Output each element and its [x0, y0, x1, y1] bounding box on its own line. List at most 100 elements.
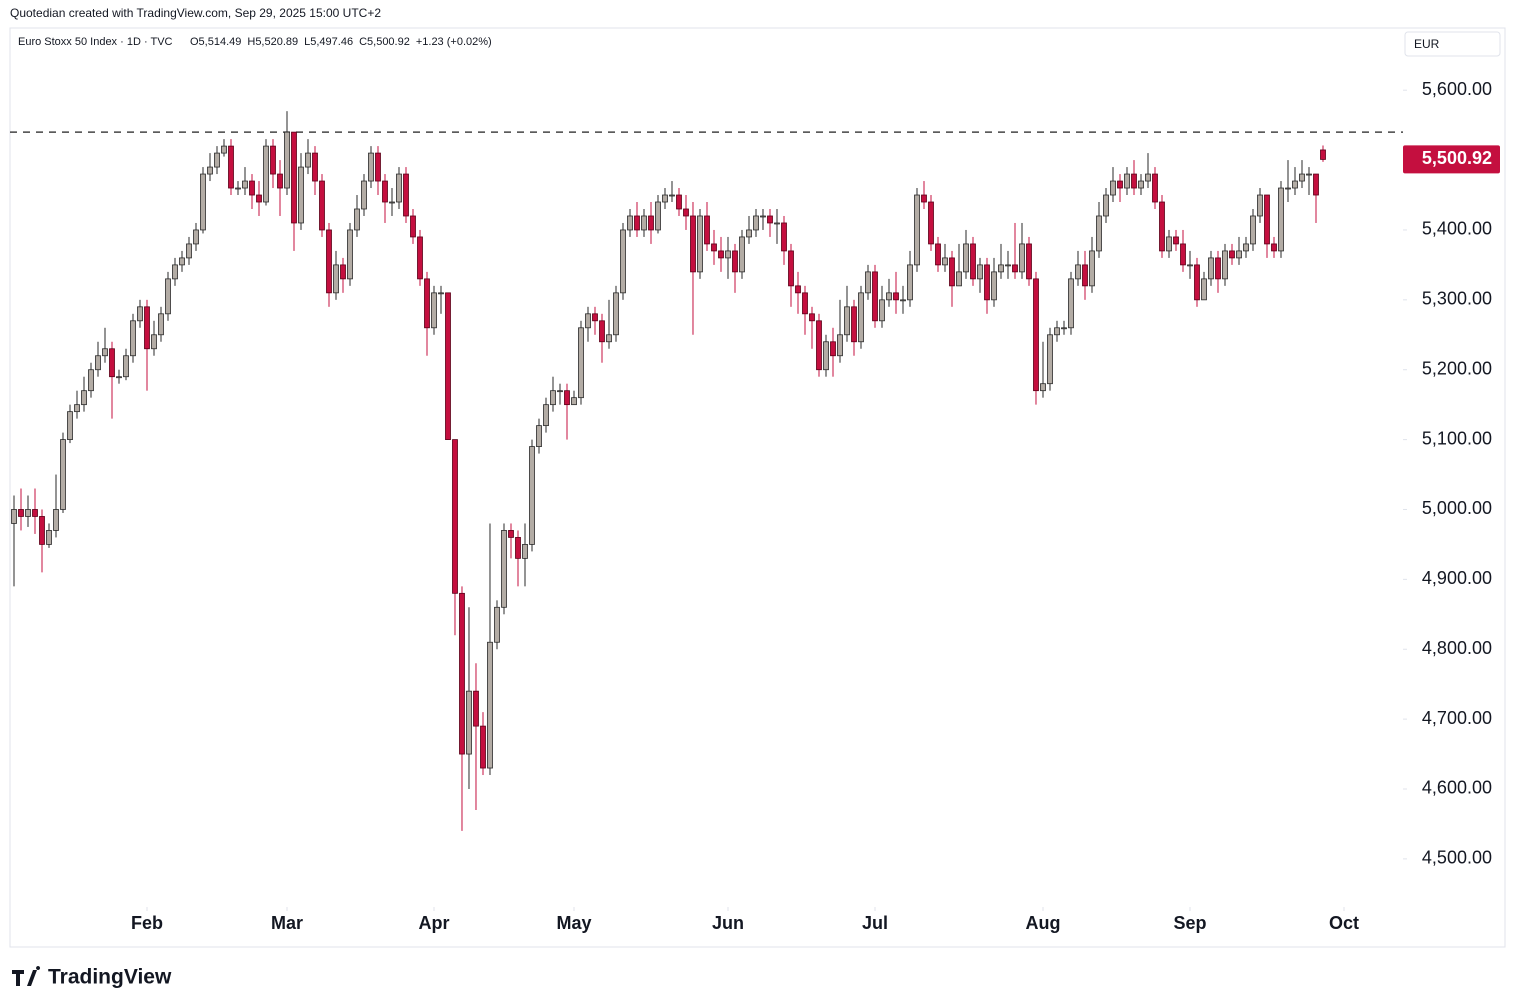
candle-body	[669, 194, 675, 197]
candle	[452, 439, 458, 636]
candle	[396, 167, 402, 209]
candle	[1110, 167, 1116, 203]
candle-body	[788, 250, 794, 287]
candle-body	[1208, 257, 1214, 280]
candle	[501, 523, 507, 615]
y-tick-label: 5,100.00	[1422, 428, 1492, 448]
candle	[1208, 250, 1214, 286]
candle	[1124, 167, 1130, 196]
candle-body	[214, 152, 220, 168]
candle	[578, 320, 584, 405]
candle	[1068, 271, 1074, 335]
candle	[228, 139, 234, 196]
candle-body	[1257, 194, 1263, 217]
candle-body	[102, 348, 108, 357]
candle-body	[620, 229, 626, 294]
currency[interactable]: EUR	[1414, 37, 1440, 51]
ohlc-label: +1.23 (+0.02%)	[416, 36, 492, 48]
x-tick-label: Oct	[1329, 913, 1359, 933]
y-tick-label: 4,800.00	[1422, 638, 1492, 658]
candle-body	[459, 592, 465, 755]
candle-body	[144, 306, 150, 350]
candle-body	[1019, 243, 1025, 273]
candle	[620, 222, 626, 300]
candle-body	[1166, 236, 1172, 252]
candle-body	[1012, 264, 1018, 273]
candle	[872, 264, 878, 328]
candle-body	[536, 425, 542, 447]
candle	[956, 243, 962, 287]
candle	[298, 153, 304, 230]
candle	[662, 188, 668, 209]
candle-body	[1180, 243, 1186, 266]
candle-body	[480, 725, 486, 769]
candle-body	[312, 152, 318, 182]
candle	[25, 495, 31, 527]
candle-body	[396, 173, 402, 203]
candle	[613, 285, 619, 342]
candle-body	[522, 544, 528, 559]
candle-body	[333, 264, 339, 294]
candle	[1117, 174, 1123, 203]
candle-body	[1278, 187, 1284, 252]
candle	[18, 488, 24, 531]
candle-body	[39, 516, 45, 545]
candle-body	[1124, 173, 1130, 189]
candle-body	[942, 257, 948, 266]
candle-body	[1054, 327, 1060, 336]
candle-body	[1075, 264, 1081, 280]
candle-body	[928, 201, 934, 245]
candle	[333, 250, 339, 300]
candle	[1320, 145, 1326, 162]
candle-body	[347, 229, 353, 280]
candle-body	[109, 348, 115, 378]
candle-body	[606, 334, 612, 343]
ohlc-label: L5,497.46	[304, 36, 353, 48]
candle	[431, 285, 437, 335]
candle	[739, 229, 745, 279]
x-tick-label: Feb	[131, 913, 163, 933]
candle-body	[1033, 278, 1039, 392]
candle-body	[193, 229, 199, 245]
candle-body	[676, 194, 682, 210]
candle-body	[340, 264, 346, 280]
candle-body	[697, 215, 703, 273]
candle	[830, 327, 836, 377]
candle-body	[25, 509, 31, 517]
candle	[144, 299, 150, 391]
candle	[718, 236, 724, 272]
candle	[487, 523, 493, 776]
candle-body	[263, 145, 269, 203]
candle-body	[823, 341, 829, 371]
candle	[1313, 173, 1319, 223]
candle-body	[1264, 194, 1270, 245]
candle	[1166, 229, 1172, 258]
candle	[1082, 250, 1088, 300]
candle-body	[585, 313, 591, 329]
x-tick-label: Mar	[271, 913, 303, 933]
candle-body	[403, 173, 409, 217]
candle-body	[1159, 201, 1165, 252]
candle-body	[382, 180, 388, 203]
candle-body	[753, 215, 759, 231]
candle-body	[1131, 173, 1137, 189]
candle-body	[886, 292, 892, 301]
candle-body	[711, 243, 717, 252]
candle-body	[592, 313, 598, 322]
candle-body	[298, 166, 304, 224]
candle-body	[515, 537, 521, 559]
candle	[795, 271, 801, 314]
candle	[284, 111, 290, 196]
candle-body	[809, 313, 815, 322]
currency-button[interactable]	[1404, 31, 1501, 57]
candle	[529, 439, 535, 552]
candle	[235, 181, 241, 196]
candle-body	[844, 306, 850, 336]
candle-body	[452, 439, 458, 594]
candle	[977, 257, 983, 293]
candle	[788, 243, 794, 307]
candle-body	[368, 152, 374, 182]
candle-body	[634, 215, 640, 231]
candle	[165, 271, 171, 321]
candle-body	[445, 292, 451, 440]
